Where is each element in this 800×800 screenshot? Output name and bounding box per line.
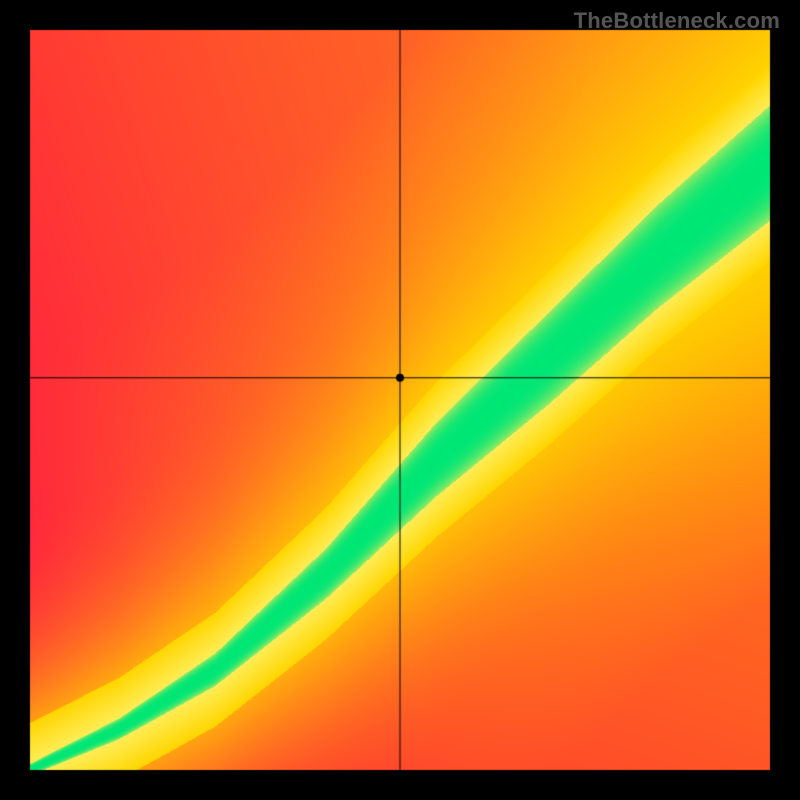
chart-container: TheBottleneck.com [0, 0, 800, 800]
crosshair-overlay [0, 0, 800, 800]
watermark-text: TheBottleneck.com [574, 8, 780, 34]
